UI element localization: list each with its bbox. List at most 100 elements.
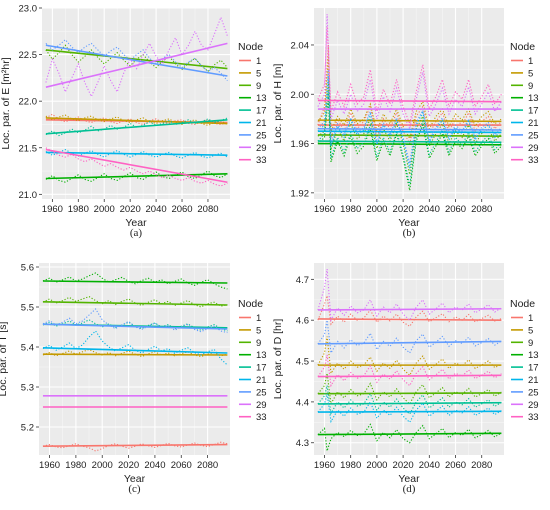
x-tick-label: 2080 <box>471 460 492 471</box>
y-tick-label: 4.7 <box>296 275 309 286</box>
x-tick-label: 2040 <box>144 460 165 471</box>
series-13-observed-line <box>42 272 228 290</box>
series-1-trend-line <box>317 318 502 321</box>
panel-4: 1960 1980 2000 2020 2040 2060 2080 4.3 4.4 4.5 4.6… <box>272 263 539 495</box>
series-5-trend-line <box>317 119 502 123</box>
series-1-observed-line <box>42 441 228 452</box>
series-25-trend-line <box>317 340 502 345</box>
series-29-observed-line <box>317 14 502 131</box>
x-tick-label: 1960 <box>39 460 60 471</box>
series-group <box>42 272 228 452</box>
series-17-trend-line <box>45 119 228 135</box>
legend-label-9: 9 <box>528 81 533 92</box>
y-tick-label: 4.3 <box>296 438 309 449</box>
legend-label-29: 29 <box>528 400 539 411</box>
legend-label-13: 13 <box>256 350 267 361</box>
x-tick-label: 1960 <box>42 204 63 215</box>
x-axis-label: Year <box>398 473 420 485</box>
y-tick-label: 4.5 <box>296 357 309 368</box>
x-tick-label: 1980 <box>68 204 89 215</box>
series-group <box>45 15 228 187</box>
x-tick-label: 2060 <box>171 204 192 215</box>
y-tick-label: 2.04 <box>291 40 310 51</box>
legend-label-29: 29 <box>256 400 267 411</box>
x-tick-label: 2060 <box>445 460 466 471</box>
series-29-trend-line <box>317 307 502 311</box>
legend-label-21: 21 <box>256 375 267 386</box>
x-tick-label: 2020 <box>393 204 414 215</box>
x-tick-label: 2020 <box>118 460 139 471</box>
legend-label-5: 5 <box>528 325 533 336</box>
series-33-trend-line <box>317 374 502 378</box>
legend-label-1: 1 <box>256 56 261 67</box>
series-29-trend-line <box>45 42 228 88</box>
series-1-observed-line <box>45 113 228 126</box>
y-axis-label: Loc. par. of D [hr] <box>272 319 284 400</box>
legend-title: Node <box>238 298 263 310</box>
legend-label-33: 33 <box>256 412 267 423</box>
legend-label-9: 9 <box>256 81 261 92</box>
panel-caption: (a) <box>130 227 143 239</box>
legend-label-13: 13 <box>528 350 539 361</box>
legend-label-25: 25 <box>528 387 539 398</box>
legend-label-17: 17 <box>256 106 267 117</box>
panel-caption: (c) <box>128 483 141 495</box>
series-21-trend-line <box>317 130 502 134</box>
plot-background <box>39 263 230 455</box>
x-tick-label: 2060 <box>445 204 466 215</box>
series-21-trend-line <box>45 151 228 157</box>
x-tick-label: 2040 <box>419 460 440 471</box>
x-tick-label: 2020 <box>393 460 414 471</box>
panel-caption: (b) <box>403 227 416 239</box>
series-13-trend-line <box>45 173 228 180</box>
panel-1: 1960 1980 2000 2020 2040 2060 2080 21.0 21.5 22.0… <box>0 4 267 240</box>
series-9-observed-line <box>317 373 502 406</box>
x-tick-label: 2000 <box>92 460 113 471</box>
legend-label-33: 33 <box>528 155 539 166</box>
series-9-trend-line <box>317 134 502 137</box>
legend-label-33: 33 <box>256 155 267 166</box>
x-tick-label: 2000 <box>366 460 387 471</box>
series-33-observed-line <box>317 26 502 126</box>
series-29-observed-line <box>45 15 228 98</box>
y-tick-label: 4.4 <box>296 397 309 408</box>
legend-title: Node <box>238 41 263 53</box>
legend-label-1: 1 <box>528 313 533 324</box>
panel-2: 1960 1980 2000 2020 2040 2060 2080 1.92 1.96 2.00… <box>272 8 539 239</box>
x-tick-label: 1980 <box>340 204 361 215</box>
y-tick-label: 22.5 <box>19 50 38 61</box>
legend-title: Node <box>510 298 535 310</box>
series-21-observed-line <box>317 75 502 169</box>
y-axis-label: Loc. par. of T [s] <box>0 321 9 396</box>
series-33-trend-line <box>317 99 502 103</box>
legend-label-25: 25 <box>528 130 539 141</box>
series-33-observed-line <box>317 354 502 388</box>
legend-label-9: 9 <box>256 338 261 349</box>
legend-label-21: 21 <box>256 118 267 129</box>
legend-label-25: 25 <box>256 387 267 398</box>
x-tick-label: 2000 <box>94 204 115 215</box>
x-tick-label: 2080 <box>197 460 218 471</box>
series-13-observed-line <box>317 96 502 191</box>
x-tick-label: 2060 <box>171 460 192 471</box>
y-tick-label: 1.92 <box>291 188 310 199</box>
y-tick-label: 1.96 <box>291 139 310 150</box>
x-axis-label: Year <box>125 217 147 229</box>
legend-label-13: 13 <box>528 93 539 104</box>
series-1-observed-line <box>317 295 502 328</box>
legend-label-17: 17 <box>528 363 539 374</box>
series-33-trend-line <box>45 148 228 184</box>
series-25-observed-line <box>317 320 502 355</box>
legend-label-17: 17 <box>528 106 539 117</box>
y-tick-label: 5.5 <box>21 303 34 314</box>
plot-background <box>314 263 504 455</box>
legend-label-5: 5 <box>528 68 533 79</box>
x-tick-label: 2080 <box>471 204 492 215</box>
x-tick-label: 2040 <box>419 204 440 215</box>
x-tick-label: 2040 <box>146 204 167 215</box>
x-axis-label: Year <box>124 473 146 485</box>
y-tick-label: 5.6 <box>21 263 34 274</box>
series-group <box>317 14 502 191</box>
